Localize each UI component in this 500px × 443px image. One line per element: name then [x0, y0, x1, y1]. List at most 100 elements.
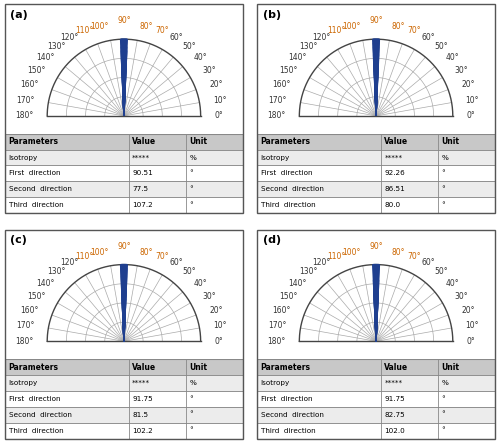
- Bar: [257, 423, 495, 439]
- Polygon shape: [122, 58, 126, 116]
- Text: 110°: 110°: [74, 252, 93, 261]
- Text: Parameters: Parameters: [260, 362, 310, 372]
- Text: Isotropy: Isotropy: [260, 380, 290, 386]
- Polygon shape: [375, 89, 377, 116]
- Text: 0°: 0°: [214, 111, 223, 120]
- Text: 102.0: 102.0: [384, 427, 405, 434]
- Text: Second  direction: Second direction: [260, 412, 324, 418]
- Text: Parameters: Parameters: [8, 362, 58, 372]
- Text: 86.51: 86.51: [384, 187, 405, 192]
- Text: 0°: 0°: [466, 111, 475, 120]
- Polygon shape: [374, 39, 378, 116]
- Text: °: °: [442, 187, 445, 192]
- Text: 80°: 80°: [140, 22, 153, 31]
- Polygon shape: [122, 291, 126, 341]
- Text: 110°: 110°: [327, 26, 345, 35]
- Text: 10°: 10°: [213, 96, 226, 105]
- Polygon shape: [123, 318, 125, 341]
- Text: 80°: 80°: [140, 248, 153, 256]
- Text: 130°: 130°: [300, 268, 318, 276]
- Text: 160°: 160°: [20, 81, 39, 89]
- Text: 90.51: 90.51: [132, 171, 153, 176]
- Text: 0°: 0°: [214, 337, 223, 346]
- Polygon shape: [374, 47, 378, 116]
- Polygon shape: [122, 299, 126, 341]
- Polygon shape: [122, 43, 126, 116]
- Text: 50°: 50°: [182, 42, 196, 51]
- Polygon shape: [122, 85, 125, 116]
- Bar: [5, 423, 243, 439]
- Text: 50°: 50°: [434, 268, 448, 276]
- Text: 110°: 110°: [74, 26, 93, 35]
- Text: 60°: 60°: [169, 258, 183, 268]
- Polygon shape: [374, 78, 378, 116]
- Polygon shape: [122, 288, 126, 341]
- Polygon shape: [374, 66, 378, 116]
- Text: 20°: 20°: [209, 306, 222, 315]
- Bar: [257, 166, 495, 181]
- Polygon shape: [121, 47, 127, 116]
- Text: 77.5: 77.5: [132, 187, 148, 192]
- Text: Second  direction: Second direction: [8, 187, 72, 192]
- Text: 102.2: 102.2: [132, 427, 153, 434]
- Text: Value: Value: [384, 137, 408, 146]
- Text: *****: *****: [132, 155, 150, 160]
- Polygon shape: [123, 311, 125, 341]
- Bar: [257, 375, 495, 391]
- Polygon shape: [121, 268, 127, 341]
- Text: 40°: 40°: [446, 53, 459, 62]
- Text: 60°: 60°: [169, 33, 183, 42]
- Polygon shape: [374, 295, 378, 341]
- Polygon shape: [374, 280, 378, 341]
- Polygon shape: [375, 82, 378, 116]
- Polygon shape: [123, 89, 125, 116]
- Text: Unit: Unit: [442, 137, 460, 146]
- Text: *****: *****: [384, 155, 402, 160]
- Text: 50°: 50°: [182, 268, 196, 276]
- Text: Parameters: Parameters: [8, 137, 58, 146]
- Text: 90°: 90°: [370, 242, 383, 251]
- Polygon shape: [374, 54, 378, 116]
- Text: 140°: 140°: [288, 279, 306, 288]
- Text: 30°: 30°: [454, 66, 468, 75]
- Text: Third  direction: Third direction: [260, 427, 316, 434]
- Text: Unit: Unit: [190, 362, 208, 372]
- Text: 81.5: 81.5: [132, 412, 148, 418]
- Polygon shape: [122, 62, 126, 116]
- Polygon shape: [374, 264, 379, 341]
- Bar: [5, 181, 243, 197]
- Text: 92.26: 92.26: [384, 171, 405, 176]
- Text: 140°: 140°: [36, 279, 54, 288]
- Polygon shape: [374, 70, 378, 116]
- Text: 180°: 180°: [268, 111, 285, 120]
- Text: 90°: 90°: [117, 16, 130, 25]
- Text: 100°: 100°: [342, 248, 360, 256]
- Text: 70°: 70°: [155, 26, 168, 35]
- Text: Second  direction: Second direction: [260, 187, 324, 192]
- Text: 60°: 60°: [422, 258, 435, 268]
- Text: 90°: 90°: [370, 16, 383, 25]
- Text: Third  direction: Third direction: [8, 427, 63, 434]
- Polygon shape: [374, 43, 379, 116]
- Polygon shape: [122, 280, 126, 341]
- Text: 130°: 130°: [48, 42, 66, 51]
- Text: 91.75: 91.75: [384, 396, 405, 402]
- Polygon shape: [120, 264, 128, 341]
- Bar: [5, 150, 243, 166]
- Polygon shape: [375, 315, 377, 341]
- Polygon shape: [122, 39, 126, 116]
- Polygon shape: [122, 66, 126, 116]
- Text: 30°: 30°: [202, 291, 216, 300]
- Text: °: °: [190, 412, 193, 418]
- Polygon shape: [121, 51, 127, 116]
- Text: Value: Value: [132, 362, 156, 372]
- Text: 0°: 0°: [466, 337, 475, 346]
- Text: 120°: 120°: [312, 258, 331, 268]
- Text: Value: Value: [384, 362, 408, 372]
- Text: Isotropy: Isotropy: [8, 380, 38, 386]
- Polygon shape: [372, 264, 380, 341]
- Text: (c): (c): [10, 235, 27, 245]
- Polygon shape: [372, 39, 380, 116]
- Text: (d): (d): [262, 235, 280, 245]
- Text: 110°: 110°: [327, 252, 345, 261]
